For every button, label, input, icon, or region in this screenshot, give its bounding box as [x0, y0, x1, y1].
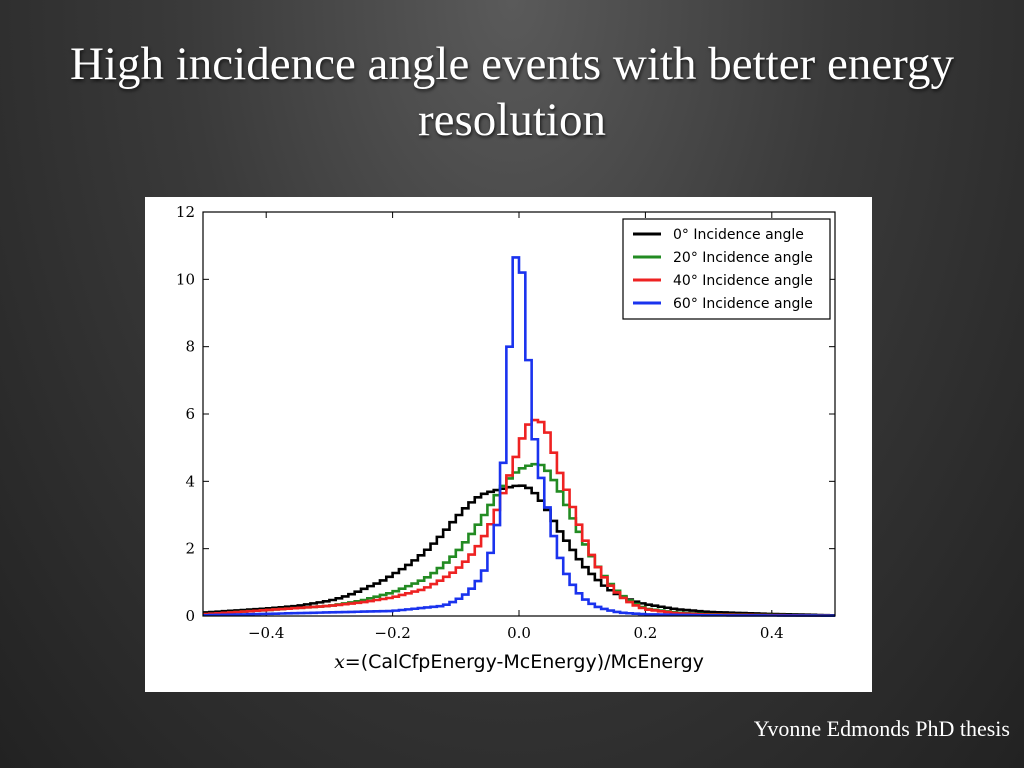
y-tick-label: 4 — [185, 472, 195, 490]
y-tick-label: 0 — [185, 607, 195, 625]
y-tick-label: 10 — [176, 270, 195, 288]
x-tick-label: 0.2 — [633, 624, 657, 642]
y-tick-label: 6 — [185, 405, 195, 423]
series-line-0 — [203, 484, 835, 617]
legend-entry: 60° Incidence angle — [673, 296, 813, 312]
series-line-3 — [203, 256, 835, 617]
axes-frame — [202, 211, 836, 617]
legend-entry: 40° Incidence angle — [673, 273, 813, 289]
histogram-chart: 0 2 4 6 8 10 12 −0.4 −0.2 0.0 0.2 0.4 0° Incidence… — [176, 203, 836, 673]
legend: 0° Incidence angle 20° Incidence angle 40°… — [622, 218, 831, 320]
x-tick-label: −0.4 — [248, 624, 284, 642]
y-tick-label: 12 — [176, 203, 195, 221]
x-axis-label-rest: =(CalCfpEnergy-McEnergy)/McEnergy — [345, 651, 704, 673]
x-tick-label: −0.2 — [374, 624, 410, 642]
x-tick-labels: −0.4 −0.2 0.0 0.2 0.4 — [248, 624, 784, 642]
legend-entry: 20° Incidence angle — [673, 250, 813, 266]
x-axis-label: x=(CalCfpEnergy-McEnergy)/McEnergy — [334, 651, 704, 673]
series-group — [203, 256, 835, 617]
series-line-2 — [203, 418, 835, 617]
legend-entry: 0° Incidence angle — [673, 227, 804, 243]
x-tick-label: 0.4 — [760, 624, 784, 642]
y-tick-label: 8 — [185, 338, 195, 356]
y-tick-label: 2 — [185, 540, 195, 558]
slide-title: High incidence angle events with better … — [70, 38, 954, 146]
x-axis-label-var: x — [334, 651, 345, 673]
x-tick-label: 0.0 — [507, 624, 531, 642]
figure-panel: 0 2 4 6 8 10 12 −0.4 −0.2 0.0 0.2 0.4 0° Incidence… — [145, 197, 872, 692]
y-tick-labels: 0 2 4 6 8 10 12 — [176, 203, 195, 625]
credit-text: Yvonne Edmonds PhD thesis — [753, 716, 1010, 741]
